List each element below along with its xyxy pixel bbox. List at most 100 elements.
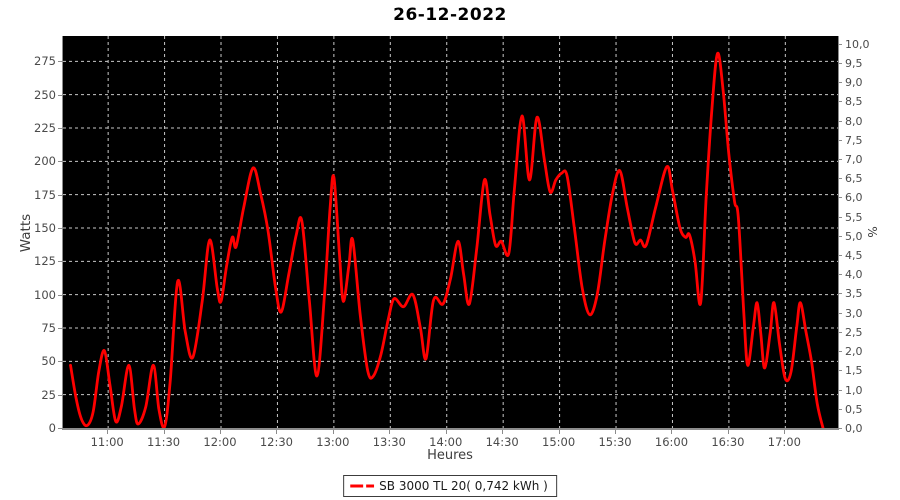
y-axis-right-tick-mark (838, 139, 842, 141)
x-axis-tick-label: 16:00 (654, 435, 689, 449)
y-axis-right-tick-mark (838, 62, 842, 64)
chart-plot-svg (63, 36, 838, 428)
x-axis-tick-mark (107, 430, 109, 434)
x-axis-tick-mark (220, 430, 221, 434)
x-axis-tick-mark (784, 430, 786, 434)
x-axis-tick-label: 12:00 (203, 435, 237, 449)
series-line (69, 51, 825, 428)
y-axis-right-tick-label: 2,5 (845, 325, 863, 339)
x-axis-tick-label: 12:30 (259, 435, 294, 449)
y-axis-right-tick-label: 9,5 (845, 56, 863, 70)
y-axis-left-tick-label: 50 (41, 354, 56, 369)
x-axis-tick-mark (389, 430, 391, 434)
x-axis-tick-mark (332, 430, 334, 434)
y-axis-right-tick-label: 0,5 (845, 402, 863, 416)
legend-line-swatch (350, 484, 375, 488)
y-axis-left-tick-label: 175 (34, 187, 56, 202)
y-axis-right-tick-label: 1,5 (845, 364, 863, 378)
legend-series-label: SB 3000 TL 20( 0,742 kWh ) (379, 479, 548, 493)
y-axis-right-tick-label: 4,5 (845, 249, 863, 263)
y-axis-right-tick-label: 3,5 (845, 287, 863, 301)
y-axis-right-tick-mark (838, 331, 842, 333)
y-axis-right-tick-mark (838, 312, 842, 314)
y-axis-left-tick-label: 125 (34, 254, 56, 269)
y-axis-left-tick-mark (58, 194, 62, 196)
y-axis-right-tick-label: 2,0 (845, 345, 863, 359)
y-axis-right-tick-label: 4,0 (845, 268, 863, 282)
y-axis-left-tick-mark (58, 161, 62, 163)
y-axis-right-tick-mark (838, 158, 842, 160)
y-axis-right-tick-label: 10,0 (845, 37, 870, 51)
y-axis-left-tick-label: 250 (34, 87, 56, 102)
x-axis-tick-label: 17:00 (767, 435, 801, 449)
x-axis-tick-mark (445, 430, 447, 434)
y-axis-left-tick-mark (58, 228, 62, 229)
x-axis-tick-label: 11:30 (146, 435, 181, 449)
x-axis-tick-label: 16:30 (711, 435, 745, 449)
y-axis-label-right: % (865, 226, 879, 238)
y-axis-left-tick-mark (58, 394, 62, 396)
y-axis-right-tick-mark (838, 408, 842, 410)
x-axis-tick-label: 14:30 (485, 435, 519, 449)
x-axis-tick-mark (727, 430, 729, 434)
x-axis-tick-label: 14:00 (429, 435, 463, 449)
y-axis-left-tick-mark (58, 361, 62, 363)
y-axis-right-tick-mark (838, 120, 842, 122)
legend-box: SB 3000 TL 20( 0,742 kWh ) (343, 475, 557, 497)
y-axis-right-tick-mark (838, 255, 842, 257)
x-axis-tick-mark (163, 430, 165, 434)
y-axis-right-tick-mark (838, 370, 842, 372)
y-axis-right-tick-mark (838, 101, 842, 103)
y-axis-right-tick-mark (838, 178, 842, 180)
y-axis-right-tick-label: 3,0 (845, 306, 863, 320)
y-axis-right-tick-mark (838, 216, 842, 218)
y-axis-right-tick-mark (838, 82, 842, 84)
x-axis-tick-label: 13:30 (372, 435, 406, 449)
y-axis-right-tick-label: 8,0 (845, 114, 863, 128)
y-axis-right-tick-label: 6,0 (845, 191, 863, 205)
x-axis-tick-mark (502, 430, 504, 434)
y-axis-right-tick-label: 8,5 (845, 95, 863, 109)
y-axis-right-tick-mark (838, 389, 842, 391)
plot-area (62, 36, 839, 430)
y-axis-right-tick-mark (838, 293, 842, 295)
y-axis-right-tick-label: 5,5 (845, 210, 863, 224)
x-axis-tick-mark (276, 430, 278, 434)
y-axis-right-tick-mark (838, 197, 842, 199)
x-axis-tick-mark (558, 430, 560, 434)
x-axis-tick-label: 15:00 (542, 435, 576, 449)
y-axis-right-tick-mark (838, 235, 842, 237)
y-axis-right-tick-label: 9,0 (845, 76, 863, 90)
y-axis-right-tick-label: 7,5 (845, 133, 863, 147)
y-axis-left-tick-mark (58, 294, 62, 296)
y-axis-left-tick-mark (58, 428, 62, 429)
y-axis-left-tick-label: 150 (34, 221, 56, 235)
x-axis-tick-label: 11:00 (90, 435, 124, 449)
y-axis-left-tick-label: 225 (34, 121, 56, 135)
x-axis-tick-mark (671, 430, 673, 434)
chart-title: 26-12-2022 (393, 5, 507, 25)
y-axis-left-tick-label: 0 (48, 421, 56, 435)
y-axis-left-tick-label: 275 (34, 54, 56, 69)
y-axis-right-tick-mark (838, 351, 842, 353)
y-axis-right-tick-mark (838, 428, 842, 429)
y-axis-left-tick-mark (58, 328, 62, 329)
y-axis-left-tick-mark (58, 94, 62, 96)
y-axis-right-tick-label: 7,0 (845, 152, 863, 166)
y-axis-left-tick-label: 75 (41, 321, 56, 335)
y-axis-right-tick-mark (838, 43, 842, 45)
y-axis-left-tick-mark (58, 261, 62, 263)
x-axis-tick-mark (615, 430, 617, 434)
y-axis-right-tick-label: 1,0 (845, 383, 863, 397)
y-axis-right-tick-label: 5,0 (845, 229, 863, 243)
y-axis-left-tick-label: 100 (34, 287, 56, 302)
y-axis-left-tick-label: 25 (41, 387, 56, 402)
y-axis-left-tick-mark (58, 128, 62, 129)
y-axis-right-tick-label: 0,0 (845, 422, 863, 435)
x-axis-tick-label: 15:30 (598, 435, 632, 449)
x-axis-label: Heures (427, 448, 473, 463)
y-axis-left-tick-label: 200 (34, 154, 56, 169)
y-axis-right-tick-mark (838, 274, 842, 276)
x-axis-tick-label: 13:00 (316, 435, 350, 449)
